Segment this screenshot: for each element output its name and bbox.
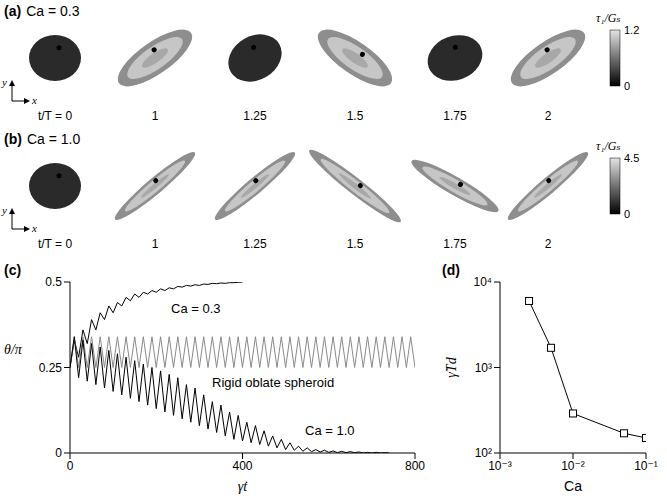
svg-text:0: 0 <box>67 459 74 473</box>
svg-text:(b)Ca = 1.0: (b)Ca = 1.0 <box>4 131 80 147</box>
svg-text:1.5: 1.5 <box>347 109 364 123</box>
html-text:Ca = 0.3: Ca = 0.3 <box>171 301 221 316</box>
svg-text:2: 2 <box>545 109 552 123</box>
svg-text:y: y <box>1 204 7 216</box>
svg-text:t/T = 0: t/T = 0 <box>38 109 72 123</box>
svg-text:0: 0 <box>624 80 630 92</box>
svg-text:800: 800 <box>405 459 425 473</box>
svg-text:t/T = 0: t/T = 0 <box>38 237 72 251</box>
svg-text:10⁻³: 10⁻³ <box>488 459 512 473</box>
svg-text:10⁴: 10⁴ <box>473 275 492 289</box>
svg-text:1.75: 1.75 <box>443 237 467 251</box>
svg-text:0: 0 <box>624 208 630 220</box>
svg-text:0.5: 0.5 <box>45 275 62 289</box>
svg-text:1.2: 1.2 <box>624 24 639 36</box>
html-text:θ/π: θ/π <box>4 342 22 357</box>
svg-text:τ₁/Gₛ: τ₁/Gₛ <box>596 139 621 153</box>
svg-text:1.75: 1.75 <box>443 109 467 123</box>
svg-text:10³: 10³ <box>475 361 492 375</box>
svg-text:x: x <box>31 94 37 106</box>
svg-text:0.25: 0.25 <box>39 361 63 375</box>
html-text:(d): (d) <box>442 262 460 278</box>
svg-text:400: 400 <box>232 459 252 473</box>
svg-text:2: 2 <box>545 237 552 251</box>
svg-text:1.5: 1.5 <box>347 237 364 251</box>
svg-text:γ̇Td: γ̇Td <box>444 356 459 377</box>
svg-text:4.5: 4.5 <box>624 152 639 164</box>
svg-text:10⁻¹: 10⁻¹ <box>634 459 658 473</box>
svg-text:1.25: 1.25 <box>243 109 267 123</box>
svg-text:1: 1 <box>152 109 159 123</box>
svg-text:10²: 10² <box>475 446 492 460</box>
svg-text:γ̇t: γ̇t <box>238 479 249 494</box>
html-text:(c): (c) <box>4 262 22 278</box>
svg-text:1.25: 1.25 <box>243 237 267 251</box>
svg-text:1: 1 <box>152 237 159 251</box>
svg-text:τ₁/Gₛ: τ₁/Gₛ <box>596 11 621 25</box>
svg-text:(a)Ca = 0.3: (a)Ca = 0.3 <box>4 3 80 19</box>
svg-text:10⁻²: 10⁻² <box>561 459 585 473</box>
html-text:Rigid oblate spheroid: Rigid oblate spheroid <box>212 375 335 390</box>
svg-text:0: 0 <box>55 446 62 460</box>
svg-text:x: x <box>31 222 37 234</box>
svg-text:Ca: Ca <box>564 478 582 494</box>
svg-text:y: y <box>1 76 7 88</box>
html-text:Ca = 1.0: Ca = 1.0 <box>305 423 355 438</box>
